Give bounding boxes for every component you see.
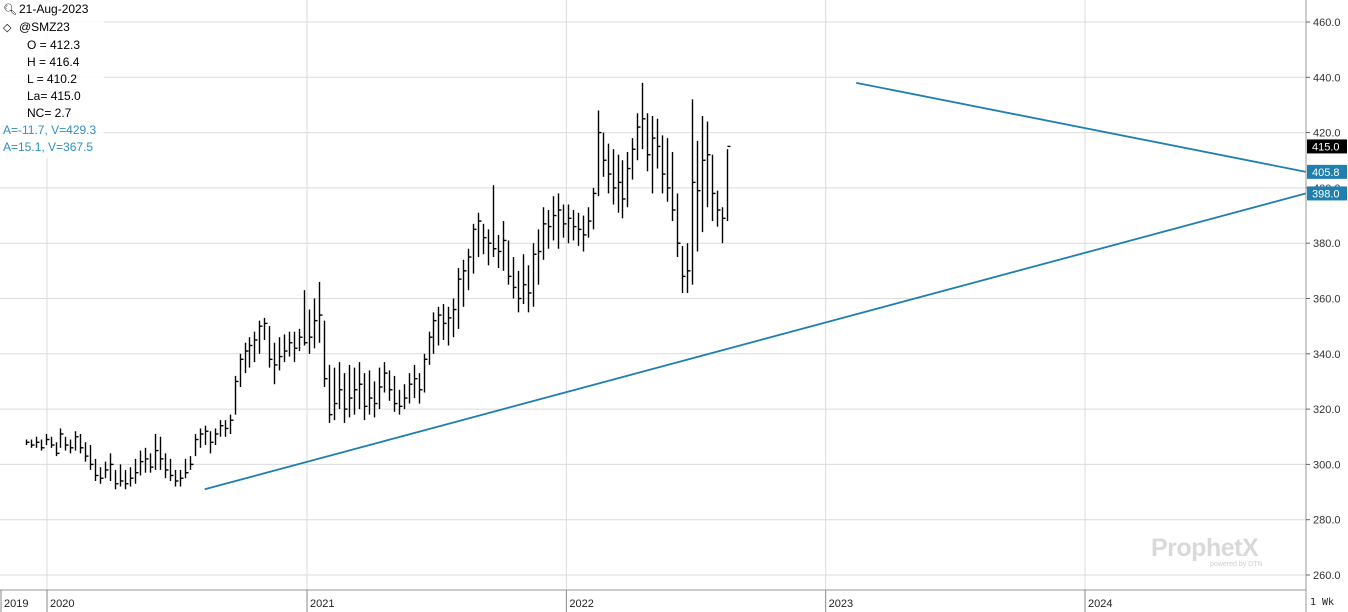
y-tick-label: 460.0 (1313, 17, 1341, 29)
quote-info-panel: 🔍︎ 21-Aug-2023 ◇ @SMZ23 O = 412.3 H = 416.… (0, 0, 105, 158)
y-tick-label: 320.0 (1313, 404, 1341, 416)
y-axis: 260.0280.0300.0320.0340.0360.0380.0400.0… (1306, 17, 1341, 582)
y-tick-label: 440.0 (1313, 72, 1341, 84)
symbol-label: @SMZ23 (19, 20, 70, 34)
quote-date: 21-Aug-2023 (19, 2, 89, 16)
y-tick-label: 420.0 (1313, 128, 1341, 140)
high-value: H = 416.4 (27, 55, 80, 69)
x-tick-label: 2021 (310, 598, 334, 610)
x-tick-label: 2023 (829, 598, 853, 610)
trendline2-readout: A=15.1, V=367.5 (3, 140, 94, 154)
period-label[interactable]: 1 Wk (1310, 597, 1334, 608)
prophetx-watermark: ProphetX (1151, 534, 1259, 562)
date-row: 🔍︎ 21-Aug-2023 (3, 1, 96, 19)
symbol-row: ◇ @SMZ23 (3, 19, 96, 37)
last-value: La= 415.0 (27, 89, 81, 103)
net-change-value: NC= 2.7 (27, 106, 72, 120)
x-tick-label: 2019 (4, 598, 28, 610)
diamond-icon: ◇ (3, 22, 12, 34)
trendlines[interactable] (204, 81, 1307, 491)
trendline-lower (204, 192, 1307, 491)
watermark-subtitle: powered by DTN (1210, 561, 1263, 568)
price-tags: 415.0 405.8 398.0 (1307, 139, 1347, 201)
open-value: O = 412.3 (27, 38, 81, 52)
trendline1-readout: A=-11.7, V=429.3 (3, 123, 97, 137)
price-tag-label: 415.0 (1312, 141, 1340, 153)
y-tick-label: 280.0 (1313, 515, 1341, 527)
y-tick-label: 380.0 (1313, 238, 1341, 250)
magnifier-icon[interactable]: 🔍︎ (3, 4, 17, 16)
plot-background (0, 0, 1306, 590)
price-tag-trend (1307, 164, 1347, 179)
x-tick-label: 2024 (1088, 598, 1112, 610)
y-tick-label: 300.0 (1313, 459, 1341, 471)
x-tick-label: 2022 (569, 598, 593, 610)
price-tag-label: 405.8 (1312, 167, 1340, 179)
low-value: L = 410.2 (27, 72, 77, 86)
y-tick-label: 260.0 (1313, 570, 1341, 582)
x-axis: 2019 2020 2021 2022 2023 2024 (0, 590, 1112, 612)
y-tick-label: 360.0 (1313, 294, 1341, 306)
price-tag-last (1307, 139, 1347, 154)
ohlc-bars (25, 82, 731, 490)
price-tag-trend (1307, 186, 1347, 201)
x-tick-label: 2020 (50, 598, 74, 610)
y-tick-label: 340.0 (1313, 349, 1341, 361)
trendline-upper (856, 81, 1307, 173)
price-tag-label: 398.0 (1312, 188, 1340, 200)
